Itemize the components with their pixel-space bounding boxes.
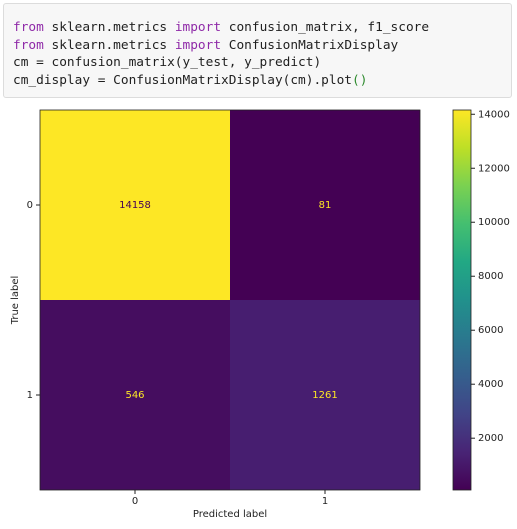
colorbar — [452, 109, 472, 491]
code-token: from — [13, 37, 44, 53]
heatmap-cell — [40, 300, 230, 490]
code-token: import — [174, 20, 222, 35]
cell-label: 14158 — [119, 200, 151, 211]
colorbar-tick-label: 8000 — [478, 271, 503, 282]
x-tick-label: 1 — [322, 496, 328, 507]
colorbar-tick-label: 4000 — [478, 379, 503, 390]
code-line: from sklearn.metrics import ConfusionMat… — [13, 37, 511, 55]
code-line: cm = confusion_matrix(y_test, y_predict) — [13, 54, 511, 72]
code-cell: from sklearn.metrics import confusion_ma… — [3, 3, 512, 98]
code-token: sklearn.metrics — [43, 37, 175, 53]
heatmap-cell — [230, 110, 420, 300]
cell-label: 81 — [319, 200, 332, 211]
code-line: from sklearn.metrics import confusion_ma… — [13, 19, 511, 37]
colorbar-tick-label: 14000 — [478, 109, 510, 120]
y-tick-label: 1 — [27, 390, 33, 401]
colorbar-tick-label: 6000 — [478, 325, 503, 336]
plot-frame — [39, 109, 421, 491]
code-token: cm_display = ConfusionMatrixDisplay(cm).… — [13, 72, 352, 88]
x-axis-label: Predicted label — [193, 509, 267, 520]
code-token: () — [352, 72, 368, 88]
code-token: ConfusionMatrixDisplay — [221, 37, 399, 53]
y-axis-label: True label — [10, 276, 21, 326]
heatmap-cell — [230, 300, 420, 490]
code-token: import — [174, 37, 222, 53]
cell-label: 1261 — [312, 390, 337, 401]
x-tick-label: 0 — [132, 496, 138, 507]
cell-label: 546 — [125, 390, 144, 401]
colorbar-tick-label: 2000 — [478, 433, 503, 444]
code-token: cm = confusion_matrix(y_test, y_predict) — [13, 55, 322, 70]
code-token: from — [13, 20, 44, 35]
code-line: cm_display = ConfusionMatrixDisplay(cm).… — [13, 72, 511, 90]
heatmap-cell — [40, 110, 230, 300]
colorbar-tick-label: 12000 — [478, 163, 510, 174]
code-token: confusion_matrix, f1_score — [221, 20, 430, 35]
y-tick-label: 0 — [27, 200, 33, 211]
code-token: sklearn.metrics — [43, 20, 175, 35]
colorbar-tick-label: 10000 — [478, 217, 510, 228]
